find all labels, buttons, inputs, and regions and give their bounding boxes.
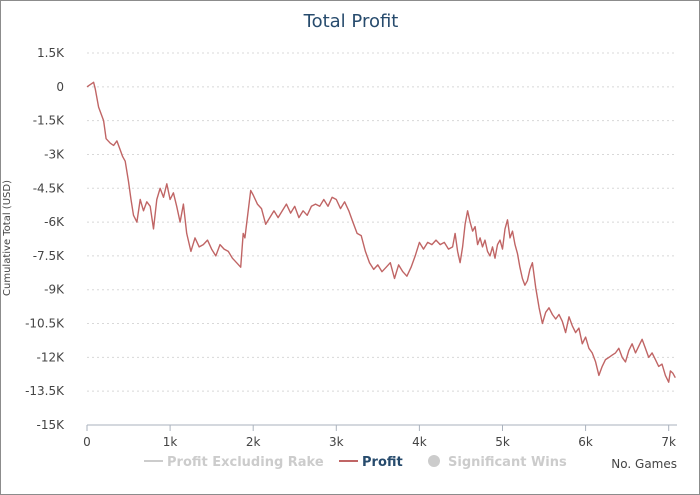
legend-circle-icon — [428, 455, 440, 467]
y-tick-label: -9K — [44, 283, 65, 297]
y-tick-label: -1.5K — [33, 114, 65, 128]
x-tick-label: 4k — [412, 435, 427, 449]
x-tick-label: 7k — [661, 435, 676, 449]
y-tick-label: -15K — [37, 418, 66, 432]
chart-title: Total Profit — [303, 11, 399, 32]
y-tick-label: -4.5K — [33, 181, 65, 195]
x-tick-label: 6k — [578, 435, 593, 449]
y-tick-label: 1.5K — [37, 46, 65, 60]
x-axis-ticks: 0 1k 2k 3k 4k 5k 6k 7k — [83, 425, 676, 449]
y-axis-ticks: 1.5K 0 -1.5K -3K -4.5K -6K -7.5K -9K -10.5K -12K -… — [25, 46, 65, 432]
legend-label: Significant Wins — [448, 455, 567, 470]
y-tick-label: -7.5K — [33, 249, 65, 263]
x-tick-label: 1k — [163, 435, 178, 449]
legend-item-profit-excluding-rake[interactable]: Profit Excluding Rake — [144, 455, 324, 470]
y-tick-label: -6K — [44, 215, 65, 229]
x-tick-label: 0 — [83, 435, 91, 449]
y-tick-label: -12K — [37, 350, 66, 364]
x-tick-label: 5k — [495, 435, 510, 449]
x-tick-label: 3k — [329, 435, 344, 449]
y-tick-label: -10.5K — [25, 317, 65, 331]
series-profit-line — [86, 81, 676, 383]
x-axis-title: No. Games — [611, 457, 677, 471]
y-tick-label: 0 — [56, 80, 64, 94]
legend-item-significant-wins[interactable]: Significant Wins — [428, 455, 567, 470]
y-tick-label: -3K — [44, 147, 65, 161]
series-layer — [86, 81, 676, 383]
y-axis-title: Cumulative Total (USD) — [2, 180, 13, 296]
x-tick-label: 2k — [246, 435, 261, 449]
y-tick-label: -13.5K — [25, 384, 65, 398]
legend: Profit Excluding Rake Profit Significant… — [144, 455, 567, 470]
grid-lines — [87, 52, 677, 392]
legend-label: Profit Excluding Rake — [167, 455, 324, 470]
legend-item-profit[interactable]: Profit — [339, 455, 403, 470]
legend-label: Profit — [362, 455, 403, 470]
